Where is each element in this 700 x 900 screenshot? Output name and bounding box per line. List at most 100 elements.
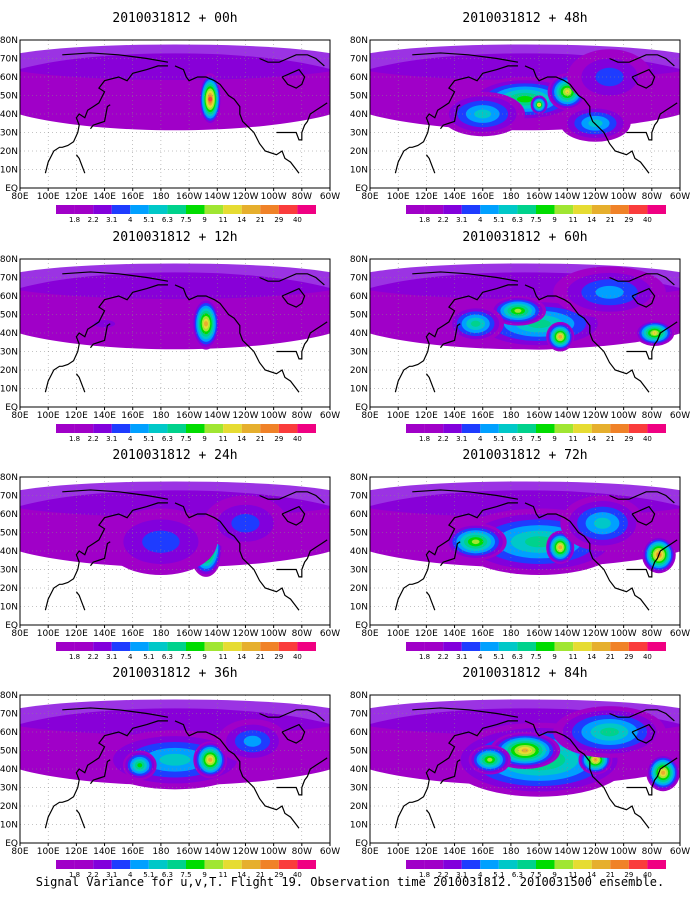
y-tick-label: 10N: [0, 166, 18, 176]
colorbar-label: 3.1: [456, 653, 467, 661]
x-tick-label: 80W: [642, 847, 662, 857]
colorbar-swatch: [573, 860, 592, 869]
field-blob-5-level-3: [595, 285, 624, 299]
colorbar-label: 40: [643, 216, 652, 224]
x-tick-label: 160E: [121, 847, 144, 857]
field-blob-5-level-2: [595, 67, 624, 87]
colorbar-label: 40: [293, 653, 302, 661]
y-tick-label: EQ: [355, 621, 368, 631]
x-tick-label: 160E: [471, 629, 494, 639]
colorbar-swatch: [517, 424, 536, 433]
x-tick-label: 180: [502, 847, 519, 857]
x-tick-label: 80W: [642, 192, 662, 202]
x-tick-label: 60W: [670, 629, 690, 639]
colorbar-swatch: [554, 205, 574, 214]
colorbar-swatch: [56, 424, 75, 433]
colorbar-swatch: [480, 642, 499, 651]
colorbar-label: 21: [256, 216, 265, 224]
y-tick-label: 80N: [0, 36, 18, 46]
panel-title: 2010031812 + 84h: [462, 666, 587, 681]
colorbar-label: 21: [256, 435, 265, 443]
y-tick-label: 10N: [350, 821, 368, 831]
x-tick-label: 180: [152, 411, 169, 421]
coastline-7: [412, 489, 519, 500]
x-tick-label: 100W: [611, 192, 637, 202]
panel-title: 2010031812 + 48h: [462, 11, 587, 26]
colorbar-swatch: [480, 860, 499, 869]
x-tick-label: 140W: [554, 192, 580, 202]
coastline-0: [44, 502, 168, 611]
y-tick-label: 40N: [0, 765, 18, 775]
colorbar-label: 6.3: [512, 653, 523, 661]
colorbar-swatch: [610, 205, 629, 214]
coastline-5: [259, 491, 325, 504]
x-tick-label: 80E: [361, 629, 378, 639]
colorbar-swatch: [536, 205, 555, 214]
field-blob-1-level-9: [558, 545, 563, 550]
colorbar-label: 29: [624, 653, 633, 661]
colorbar-label: 4: [478, 653, 483, 661]
x-tick-label: 80W: [292, 847, 312, 857]
y-tick-label: 80N: [350, 255, 368, 265]
x-tick-label: 180: [502, 629, 519, 639]
colorbar-swatch: [517, 205, 536, 214]
colorbar-swatch: [186, 860, 205, 869]
coastline-7: [62, 52, 169, 63]
y-tick-label: 20N: [0, 802, 18, 812]
colorbar-swatch: [167, 860, 186, 869]
panel-4: 2010031812 + 24h 80E 100E 120E 140E 160E 180 16…: [0, 448, 340, 661]
colorbar-label: 14: [237, 216, 246, 224]
colorbar-swatch: [628, 205, 648, 214]
colorbar-label: 14: [587, 435, 596, 443]
y-tick-label: EQ: [5, 403, 18, 413]
y-tick-label: 70N: [350, 492, 368, 502]
coastline-6: [631, 68, 656, 89]
colorbar-label: 1.8: [69, 435, 80, 443]
colorbar-swatch: [517, 642, 536, 651]
colorbar-label: 4: [128, 653, 133, 661]
colorbar-swatch: [130, 205, 149, 214]
colorbar-label: 1.8: [419, 653, 430, 661]
coastline-2: [75, 809, 86, 829]
colorbar-label: 2.2: [88, 871, 99, 879]
map-frame: [369, 258, 681, 408]
map-area: [370, 695, 680, 843]
colorbar-label: 5.1: [143, 216, 154, 224]
colorbar-swatch: [223, 642, 242, 651]
x-tick-label: 80W: [642, 629, 662, 639]
colorbar-swatch: [628, 642, 648, 651]
colorbar-swatch: [223, 860, 242, 869]
y-tick-label: 50N: [350, 529, 368, 539]
colorbar-label: 3.1: [456, 871, 467, 879]
panel-6: 2010031812 + 36h 80E 100E 120E 140E 160E 180 16…: [0, 666, 340, 879]
colorbar-label: 9: [552, 653, 556, 661]
x-tick-label: 100E: [37, 629, 60, 639]
y-tick-label: EQ: [355, 403, 368, 413]
colorbar-swatch: [610, 424, 629, 433]
field-blob-1-level-8: [565, 89, 570, 94]
colorbar-label: 11: [219, 216, 228, 224]
panel-title: 2010031812 + 36h: [112, 666, 237, 681]
x-tick-label: 140E: [443, 411, 466, 421]
y-tick-label: 50N: [350, 92, 368, 102]
coastline-3: [174, 502, 300, 611]
y-tick-label: 40N: [350, 547, 368, 557]
coastline-0: [44, 720, 168, 829]
coastline-6: [631, 287, 656, 308]
colorbar-swatch: [554, 642, 574, 651]
map-area: [370, 477, 680, 625]
coastline-3: [174, 284, 300, 393]
coastline-6: [281, 68, 306, 89]
colorbar-label: 29: [274, 435, 283, 443]
x-tick-label: 80E: [11, 629, 28, 639]
field-blob-4-level-9: [661, 770, 666, 775]
y-tick-label: 60N: [350, 73, 368, 83]
colorbar-label: 5.1: [143, 871, 154, 879]
colorbar-swatch: [148, 205, 168, 214]
y-tick-label: 40N: [0, 547, 18, 557]
colorbar-label: 29: [274, 653, 283, 661]
colorbar-swatch: [591, 642, 611, 651]
coastline-5: [609, 491, 675, 504]
coastline-2: [75, 154, 86, 174]
